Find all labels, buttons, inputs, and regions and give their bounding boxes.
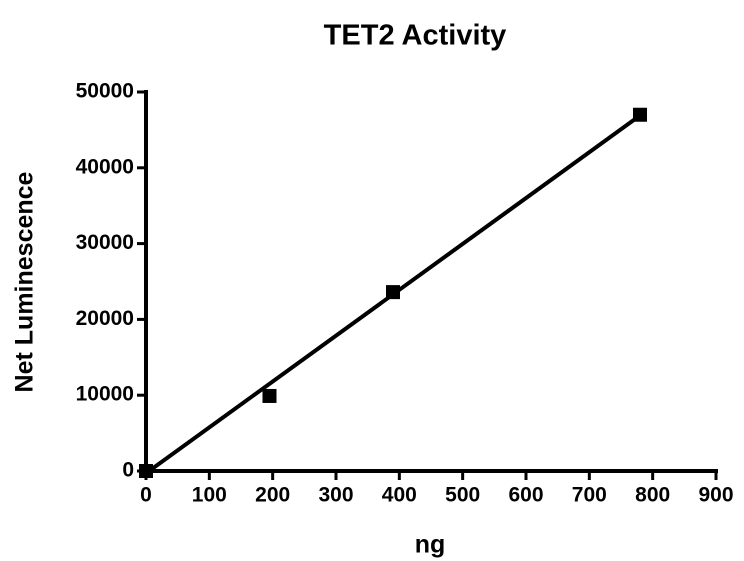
data-point — [262, 388, 277, 403]
data-point — [386, 285, 400, 300]
x-tick-label: 700 — [572, 484, 607, 507]
y-tick-label: 50000 — [76, 80, 134, 103]
x-tick-label: 300 — [318, 484, 353, 507]
y-tick-label: 20000 — [76, 307, 134, 330]
x-tick-label: 900 — [698, 484, 733, 507]
y-tick-label: 40000 — [76, 155, 134, 178]
chart-title: TET2 Activity — [324, 20, 507, 52]
x-tick-label: 600 — [508, 484, 543, 507]
y-tick-label: 30000 — [76, 231, 134, 254]
y-tick-label: 0 — [122, 459, 134, 482]
x-tick-label: 400 — [382, 484, 417, 507]
x-tick-label: 200 — [255, 484, 290, 507]
data-point — [633, 107, 647, 122]
y-tick-label: 10000 — [76, 383, 134, 406]
x-tick-label: 500 — [445, 484, 480, 507]
y-axis-label: Net Luminescence — [11, 171, 39, 392]
x-tick-label: 0 — [140, 484, 152, 507]
x-axis-label: ng — [415, 531, 446, 559]
data-point — [139, 464, 153, 478]
x-tick-label: 800 — [635, 484, 670, 507]
x-tick-label: 100 — [192, 484, 227, 507]
